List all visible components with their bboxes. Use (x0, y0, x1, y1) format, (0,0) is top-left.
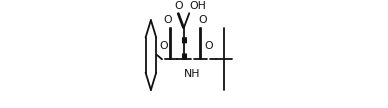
Text: O: O (198, 15, 207, 25)
Text: O: O (159, 40, 168, 51)
Text: O: O (164, 15, 172, 25)
Text: O: O (204, 40, 213, 51)
Text: NH: NH (184, 69, 200, 79)
Text: O: O (174, 1, 183, 11)
Text: OH: OH (189, 1, 206, 11)
